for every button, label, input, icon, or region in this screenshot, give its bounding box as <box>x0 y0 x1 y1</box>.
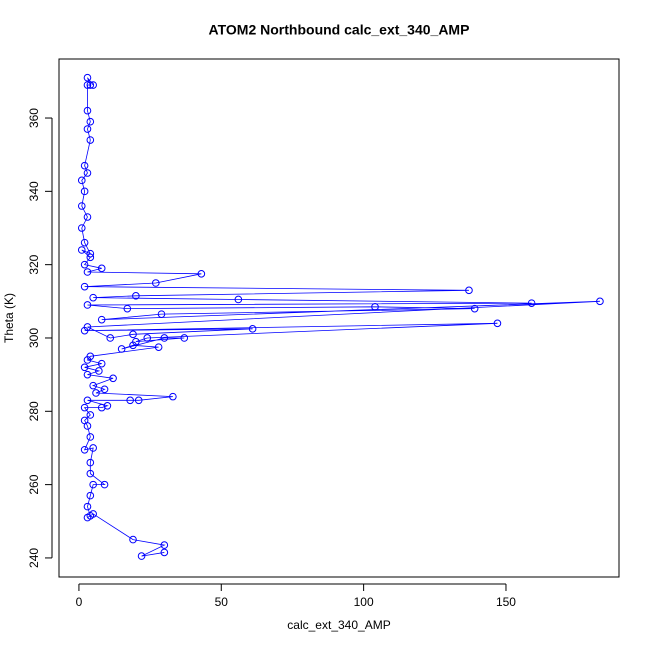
data-point <box>97 315 106 324</box>
y-tick-label: 280 <box>27 401 41 421</box>
data-point <box>80 238 89 247</box>
data-point <box>83 169 92 177</box>
data-point <box>596 297 604 306</box>
data-point <box>86 511 95 520</box>
data-point <box>160 548 169 557</box>
data-point <box>80 416 89 425</box>
data-point <box>160 541 169 549</box>
data-point <box>86 136 95 144</box>
x-tick-label: 100 <box>354 595 374 609</box>
data-point <box>83 106 92 115</box>
data-point <box>86 469 95 478</box>
data-point <box>80 403 89 412</box>
data-point <box>83 396 92 405</box>
data-point <box>151 279 160 287</box>
data-point <box>371 303 379 311</box>
data-point <box>83 301 92 309</box>
data-point <box>80 445 89 454</box>
data-point <box>83 323 92 331</box>
data-point <box>126 396 134 405</box>
data-point <box>86 433 95 441</box>
y-tick-label: 300 <box>27 328 41 348</box>
data-point <box>77 176 86 185</box>
data-point <box>97 264 106 273</box>
data-point <box>197 270 206 278</box>
data-point <box>180 334 189 342</box>
y-tick-label: 360 <box>27 108 41 128</box>
data-point <box>77 202 86 210</box>
data-point <box>86 253 95 262</box>
data-point <box>80 282 89 291</box>
data-point <box>83 213 92 221</box>
data-point <box>89 381 97 390</box>
y-axis-label: Theta (K) <box>2 293 16 343</box>
data-point <box>103 401 112 410</box>
data-point <box>92 389 100 397</box>
data-point <box>86 117 95 126</box>
data-point <box>80 363 89 372</box>
data-point <box>80 260 89 269</box>
data-point <box>143 334 152 342</box>
y-tick-label: 340 <box>27 181 41 201</box>
data-point <box>83 81 92 89</box>
data-point <box>470 304 479 313</box>
data-point <box>248 325 257 333</box>
data-point <box>89 293 97 302</box>
data-point <box>137 552 146 560</box>
data-point <box>86 81 95 89</box>
data-point <box>83 268 92 276</box>
data-point <box>83 73 92 82</box>
data-point <box>493 319 502 328</box>
data-point <box>109 374 117 383</box>
data-point <box>527 299 536 307</box>
data-point <box>95 367 103 375</box>
data-line <box>81 77 600 557</box>
data-point <box>83 125 92 133</box>
data-point <box>97 359 106 368</box>
data-point <box>129 330 137 339</box>
x-tick-label: 50 <box>215 595 229 609</box>
data-point <box>234 295 243 304</box>
y-tick-label: 260 <box>27 474 41 494</box>
y-tick-label: 320 <box>27 254 41 274</box>
data-point <box>160 334 169 342</box>
data-point <box>132 337 140 346</box>
data-point <box>117 345 126 353</box>
data-point <box>86 458 95 467</box>
plot-frame <box>58 58 620 578</box>
data-point <box>134 396 143 405</box>
data-point <box>83 502 92 511</box>
x-tick-label: 0 <box>76 595 83 609</box>
data-point <box>157 310 166 318</box>
data-point <box>465 286 473 295</box>
data-point <box>86 352 95 361</box>
data-point <box>83 370 92 379</box>
data-point <box>132 292 140 300</box>
data-point <box>154 343 163 351</box>
x-axis-label: calc_ext_340_AMP <box>287 618 390 632</box>
chart-title: ATOM2 Northbound calc_ext_340_AMP <box>209 22 470 38</box>
data-point <box>86 411 95 419</box>
data-point <box>89 480 97 489</box>
data-point <box>80 187 89 196</box>
data-point <box>89 444 97 452</box>
data-point <box>77 224 86 232</box>
data-point <box>106 334 115 342</box>
x-tick-label: 150 <box>496 595 516 609</box>
data-point <box>100 385 109 394</box>
data-point <box>86 249 95 258</box>
data-point <box>89 81 97 89</box>
data-point <box>123 304 132 313</box>
y-tick-label: 240 <box>27 548 41 568</box>
data-point <box>169 392 177 401</box>
data-point <box>77 246 86 254</box>
data-point <box>86 491 95 500</box>
data-point <box>100 480 109 489</box>
data-point <box>129 535 137 544</box>
data-point <box>80 161 89 170</box>
